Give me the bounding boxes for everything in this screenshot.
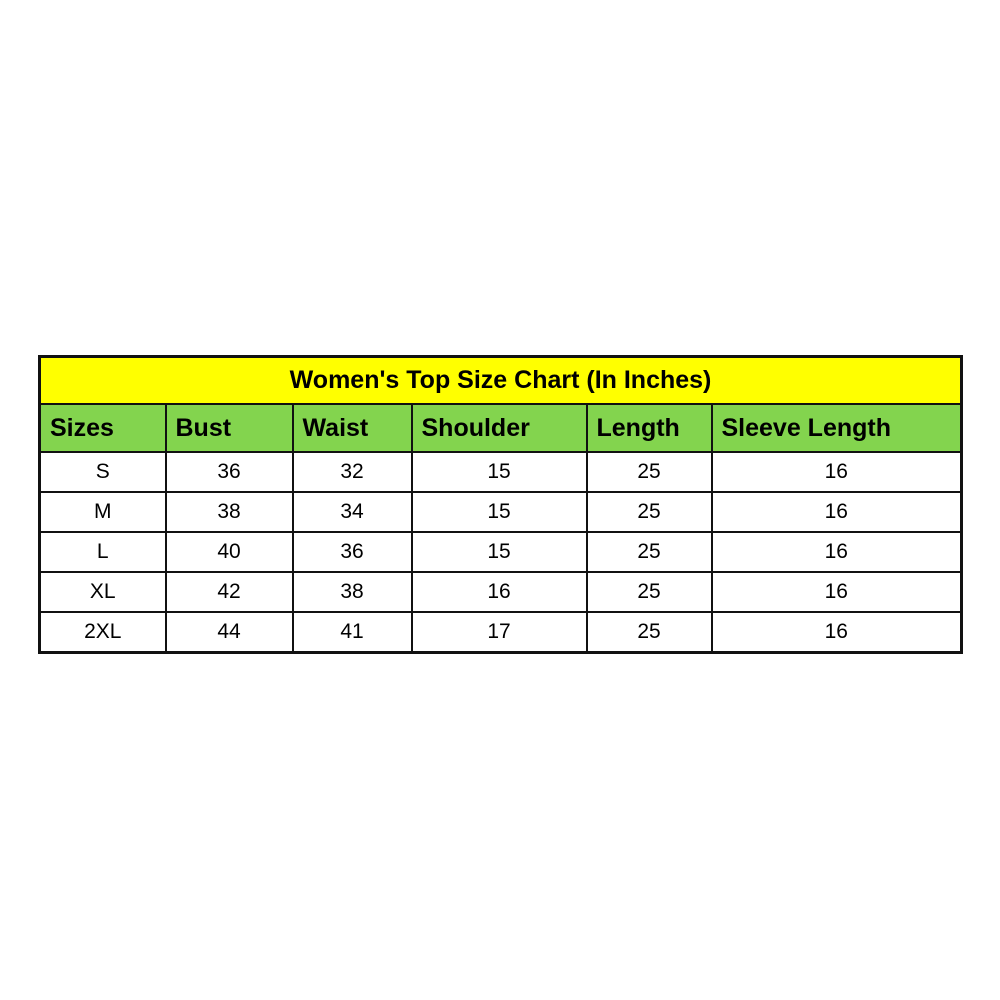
cell-sleeve-length: 16 [710,491,963,533]
cell-shoulder: 15 [410,531,588,573]
cell-bust: 40 [164,531,294,573]
cell-shoulder: 17 [410,611,588,654]
cell-sleeve-length: 16 [710,451,963,493]
cell-waist: 34 [291,491,413,533]
cell-length: 25 [585,571,713,613]
cell-shoulder: 16 [410,571,588,613]
column-header-shoulder: Shoulder [410,403,588,453]
column-header-row: Sizes Bust Waist Shoulder Length Sleeve … [38,403,963,453]
cell-shoulder: 15 [410,491,588,533]
column-header-sleeve-length: Sleeve Length [710,403,963,453]
cell-waist: 36 [291,531,413,573]
title-row: Women's Top Size Chart (In Inches) [38,355,963,405]
cell-sleeve-length: 16 [710,531,963,573]
cell-waist: 41 [291,611,413,654]
column-header-sizes: Sizes [38,403,167,453]
cell-size: L [38,531,167,573]
column-header-length: Length [585,403,713,453]
size-chart-body: S 36 32 15 25 16 M 38 34 15 25 16 L 40 3… [38,451,963,654]
cell-bust: 42 [164,571,294,613]
cell-length: 25 [585,531,713,573]
column-header-waist: Waist [291,403,413,453]
cell-bust: 38 [164,491,294,533]
table-row: L 40 36 15 25 16 [38,531,963,573]
cell-bust: 36 [164,451,294,493]
chart-title: Women's Top Size Chart (In Inches) [38,355,963,405]
size-chart-table: Women's Top Size Chart (In Inches) Sizes… [38,355,964,654]
cell-size: S [38,451,167,493]
cell-sleeve-length: 16 [710,571,963,613]
table-row: S 36 32 15 25 16 [38,451,963,493]
cell-waist: 38 [291,571,413,613]
cell-shoulder: 15 [410,451,588,493]
cell-length: 25 [585,451,713,493]
cell-length: 25 [585,611,713,654]
cell-bust: 44 [164,611,294,654]
cell-waist: 32 [291,451,413,493]
column-header-bust: Bust [164,403,294,453]
cell-size: M [38,491,167,533]
cell-size: XL [38,571,167,613]
table-row: M 38 34 15 25 16 [38,491,963,533]
cell-sleeve-length: 16 [710,611,963,654]
cell-length: 25 [585,491,713,533]
cell-size: 2XL [38,611,167,654]
table-row: XL 42 38 16 25 16 [38,571,963,613]
table-row: 2XL 44 41 17 25 16 [38,611,963,654]
